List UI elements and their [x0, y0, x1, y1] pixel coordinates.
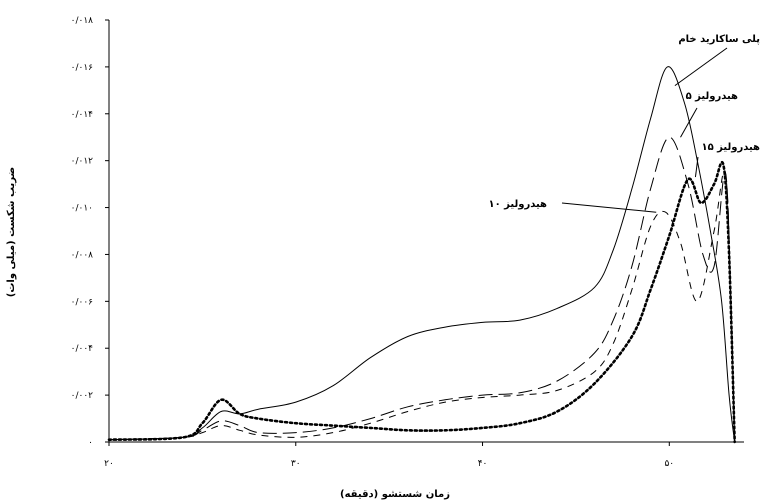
y-tick-label: ۰/۰۱۸ — [71, 16, 94, 26]
annotation-layer: پلی ساکارید خام هیدرولیز ۵ هیدرولیز ۱۵ هیدر… — [488, 34, 760, 213]
annotation-leader — [694, 156, 699, 178]
y-tick-label: ۰/۰۰۲ — [71, 391, 94, 401]
annotation-label: هیدرولیز ۱۵ — [701, 142, 760, 153]
x-ticks: ۲۰ ۳۰ ۴۰ ۵۰ — [104, 442, 674, 469]
series-line-1 — [108, 66, 736, 443]
x-tick-label: ۲۰ — [104, 459, 114, 469]
series-line-3 — [108, 170, 736, 443]
annotation-leader — [680, 107, 698, 138]
y-tick-label: ۰/۰۱۰ — [71, 204, 93, 214]
y-ticks: ۰ ۰/۰۰۲ ۰/۰۰۴ ۰/۰۰۶ ۰/۰۰۸ ۰/۰۱۰ ۰/۰۱۲ ۰/۰۱۴ ۰/۰۱… — [71, 16, 109, 448]
annotation-label: هیدرولیز ۱۰ — [488, 199, 547, 210]
annotation-label: پلی ساکارید خام — [678, 34, 760, 45]
annotation-label: هیدرولیز ۵ — [686, 91, 738, 102]
y-tick-label: ۰ — [88, 438, 93, 448]
x-tick-label: ۵۰ — [664, 459, 674, 469]
annotation-leader — [674, 47, 728, 87]
y-tick-label: ۰/۰۱۲ — [71, 157, 94, 167]
y-tick-label: ۰/۰۱۴ — [71, 110, 94, 120]
y-axis-title: ضریب شکست (میلی وات) — [6, 167, 17, 297]
annotation-leader — [561, 202, 657, 213]
series-layer — [107, 66, 736, 444]
series-line-2 — [108, 136, 736, 443]
y-tick-label: ۰/۰۱۶ — [71, 63, 94, 73]
series-line-4 — [107, 161, 736, 444]
y-tick-label: ۰/۰۰۶ — [71, 297, 94, 307]
axes — [108, 20, 744, 443]
y-tick-label: ۰/۰۰۸ — [71, 250, 94, 260]
x-tick-label: ۴۰ — [478, 459, 488, 469]
x-tick-label: ۳۰ — [291, 459, 301, 469]
y-tick-label: ۰/۰۰۴ — [71, 344, 94, 354]
x-axis-title: زمان شستشو (دقیقه) — [340, 489, 450, 500]
